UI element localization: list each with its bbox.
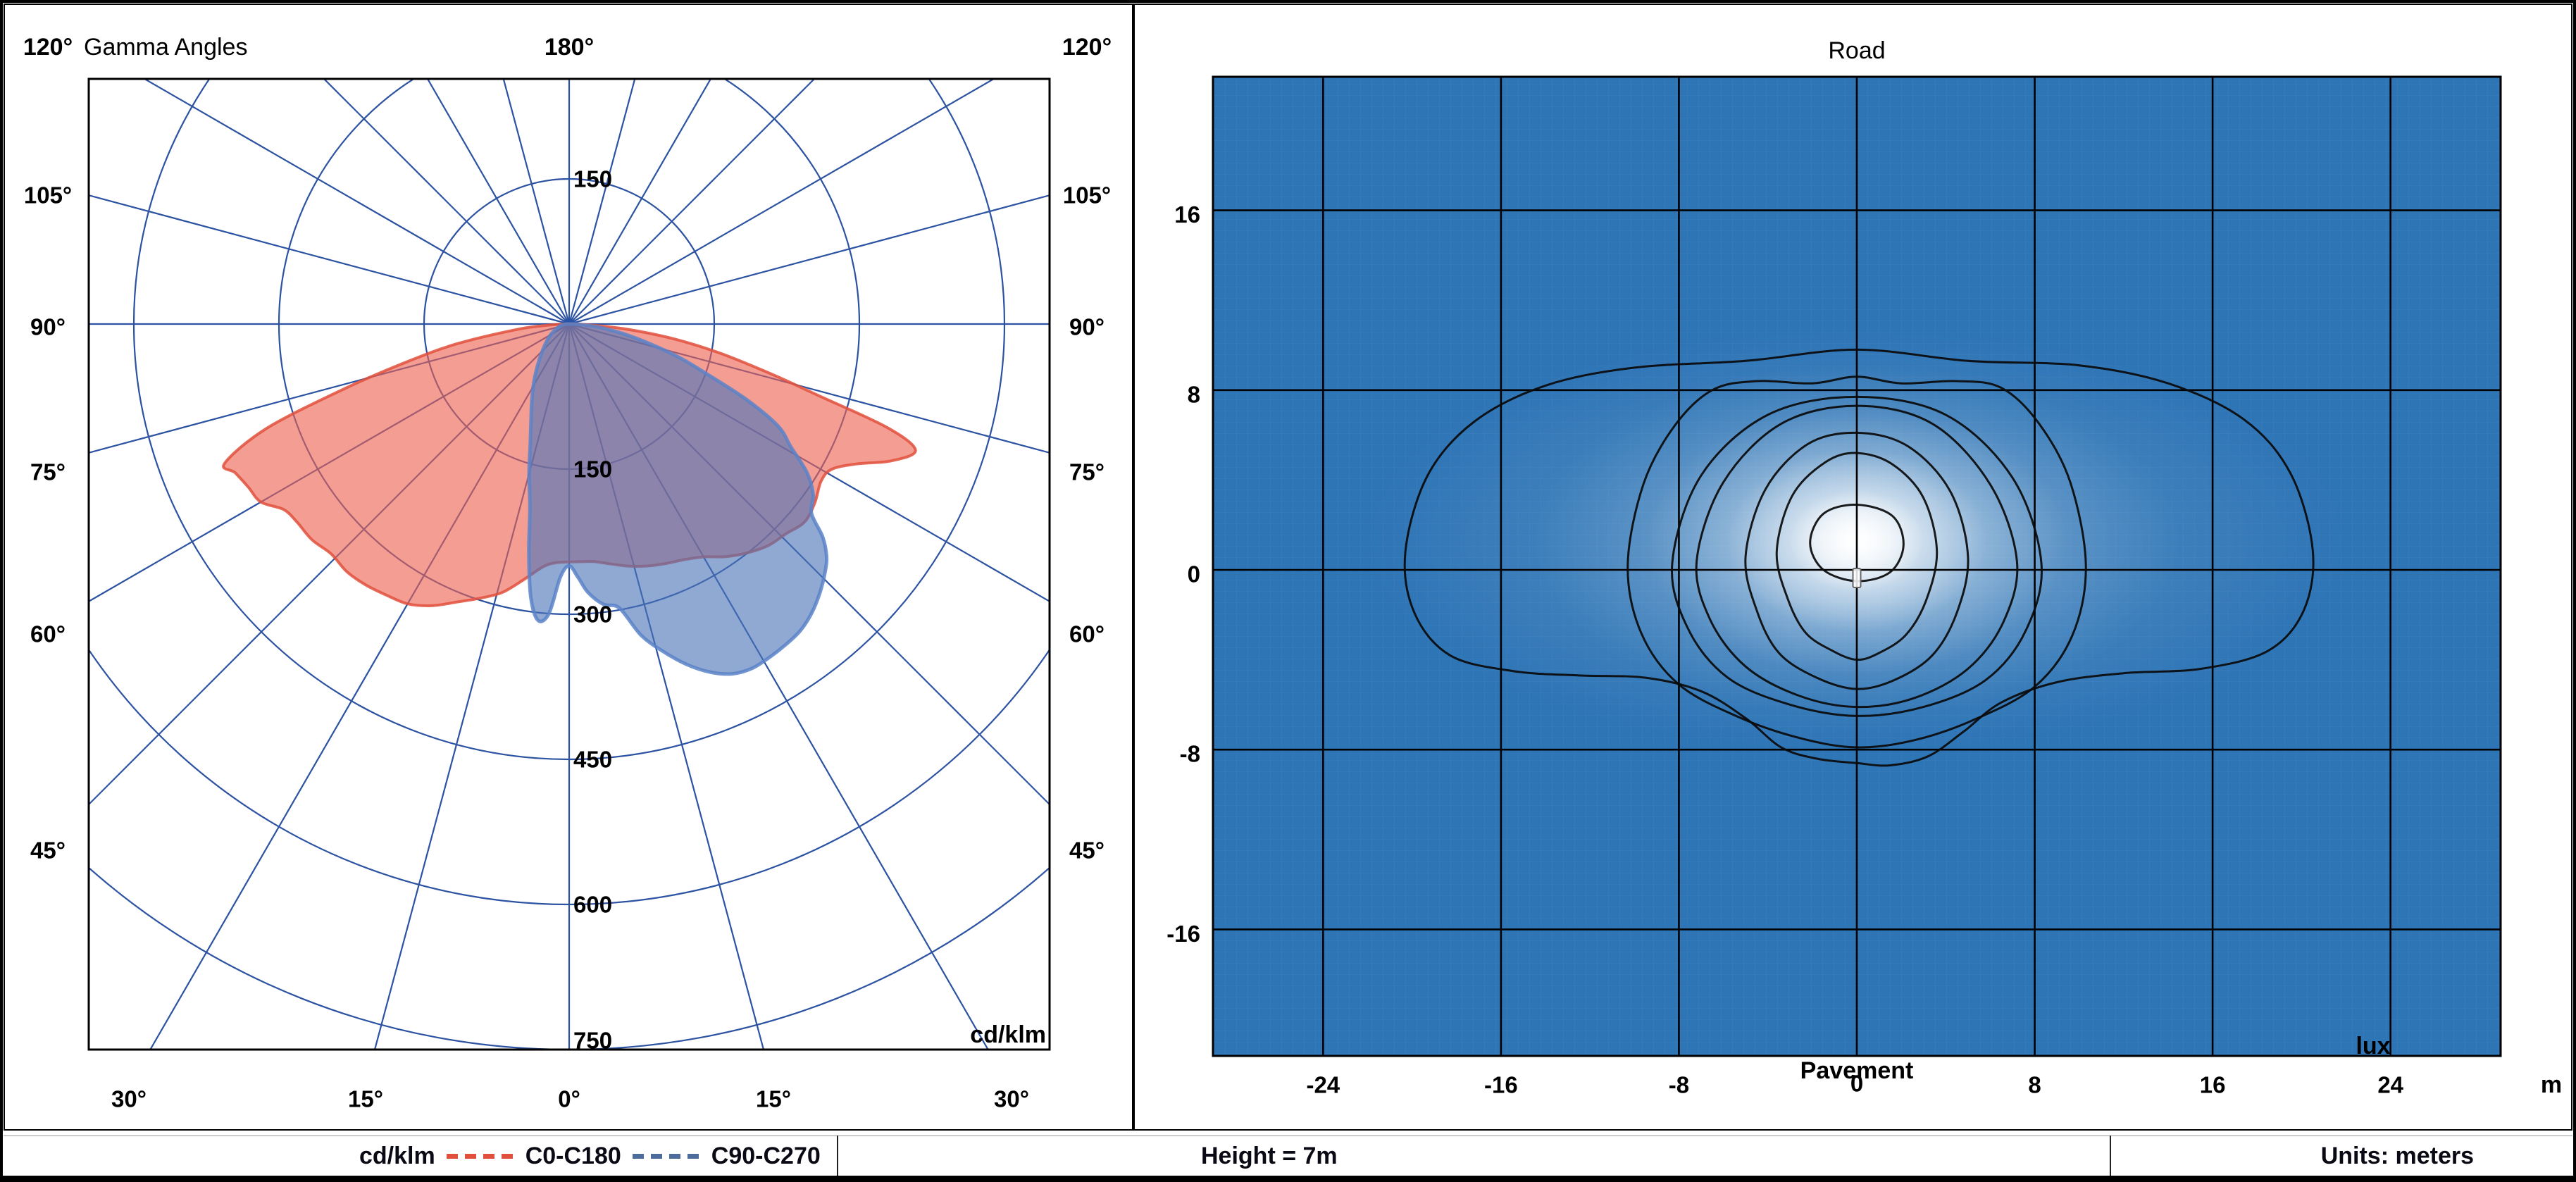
svg-text:-16: -16 xyxy=(1484,1072,1518,1098)
svg-text:30°: 30° xyxy=(111,1086,147,1112)
svg-text:0: 0 xyxy=(1850,1071,1863,1097)
svg-text:-8: -8 xyxy=(1669,1072,1689,1098)
gamma-corner-left-label: 120° xyxy=(23,34,73,61)
units-label: Units: meters xyxy=(2320,1143,2474,1169)
svg-text:90°: 90° xyxy=(1069,314,1105,340)
polar-top-180-label: 180° xyxy=(544,34,595,61)
svg-text:-8: -8 xyxy=(1180,741,1200,767)
svg-text:45°: 45° xyxy=(30,838,66,864)
svg-text:8: 8 xyxy=(1188,381,1200,407)
legend-c0-c180-label: C0-C180 xyxy=(525,1143,621,1169)
svg-text:750: 750 xyxy=(573,1028,612,1054)
road-map-svg: -24 -16 -8 0 8 16 24 16 8 0 -8 -16 xyxy=(1166,75,2502,1098)
svg-text:75°: 75° xyxy=(1069,459,1105,485)
svg-text:15°: 15° xyxy=(756,1086,791,1112)
lux-unit-label: lux xyxy=(2356,1033,2391,1059)
polar-diagram-panel: 150 150 300 450 600 750 105° 105° 90° 90° 75° 75° 60… xyxy=(4,4,1133,1131)
svg-text:105°: 105° xyxy=(24,182,72,209)
svg-text:8: 8 xyxy=(2028,1072,2041,1098)
svg-text:60°: 60° xyxy=(30,621,66,647)
svg-text:0: 0 xyxy=(1188,561,1200,587)
legend-c90-c270-label: C90-C270 xyxy=(711,1143,821,1169)
legend-unit-label: cd/klm xyxy=(359,1143,435,1169)
mounting-height-label: Height = 7m xyxy=(1201,1143,1338,1169)
c0-c180-dash-sample xyxy=(446,1154,514,1159)
gamma-angles-title: Gamma Angles xyxy=(84,34,248,61)
road-title: Road xyxy=(1828,37,1886,64)
svg-text:150: 150 xyxy=(573,456,612,483)
footer-bar: cd/klm C0-C180 C90-C270 Height = 7m Unit… xyxy=(4,1131,2572,1176)
meters-axis-label: m xyxy=(2540,1071,2563,1098)
svg-text:450: 450 xyxy=(573,747,612,773)
svg-text:60°: 60° xyxy=(1069,621,1105,647)
svg-text:15°: 15° xyxy=(348,1086,383,1112)
svg-text:24: 24 xyxy=(2377,1072,2403,1098)
polar-legend: cd/klm C0-C180 C90-C270 xyxy=(359,1143,821,1170)
footer-cell-divider-2 xyxy=(2110,1136,2111,1176)
svg-text:150: 150 xyxy=(573,166,612,192)
gamma-corner-right-label: 120° xyxy=(1062,34,1112,61)
svg-text:16: 16 xyxy=(1174,201,1200,228)
polar-diagram-svg: 150 150 300 450 600 750 105° 105° 90° 90° 75° 75° 60… xyxy=(24,77,1111,1112)
svg-text:105°: 105° xyxy=(1063,182,1111,209)
c90-c270-dash-sample xyxy=(632,1154,700,1159)
svg-text:300: 300 xyxy=(573,602,612,628)
svg-text:16: 16 xyxy=(2200,1072,2226,1098)
svg-text:45°: 45° xyxy=(1069,838,1105,864)
svg-text:0°: 0° xyxy=(558,1086,580,1112)
svg-text:-24: -24 xyxy=(1306,1072,1340,1098)
svg-text:600: 600 xyxy=(573,892,612,918)
svg-text:30°: 30° xyxy=(994,1086,1029,1112)
cdklm-unit-label: cd/klm xyxy=(970,1021,1046,1048)
footer-cell-divider-1 xyxy=(837,1136,838,1176)
road-illuminance-panel: -24 -16 -8 0 8 16 24 16 8 0 -8 -16 Road Pavement m … xyxy=(1133,4,2572,1131)
pavement-label: Pavement xyxy=(1800,1057,1914,1084)
svg-text:90°: 90° xyxy=(30,314,66,340)
svg-text:-16: -16 xyxy=(1166,921,1200,947)
svg-text:75°: 75° xyxy=(30,459,66,485)
